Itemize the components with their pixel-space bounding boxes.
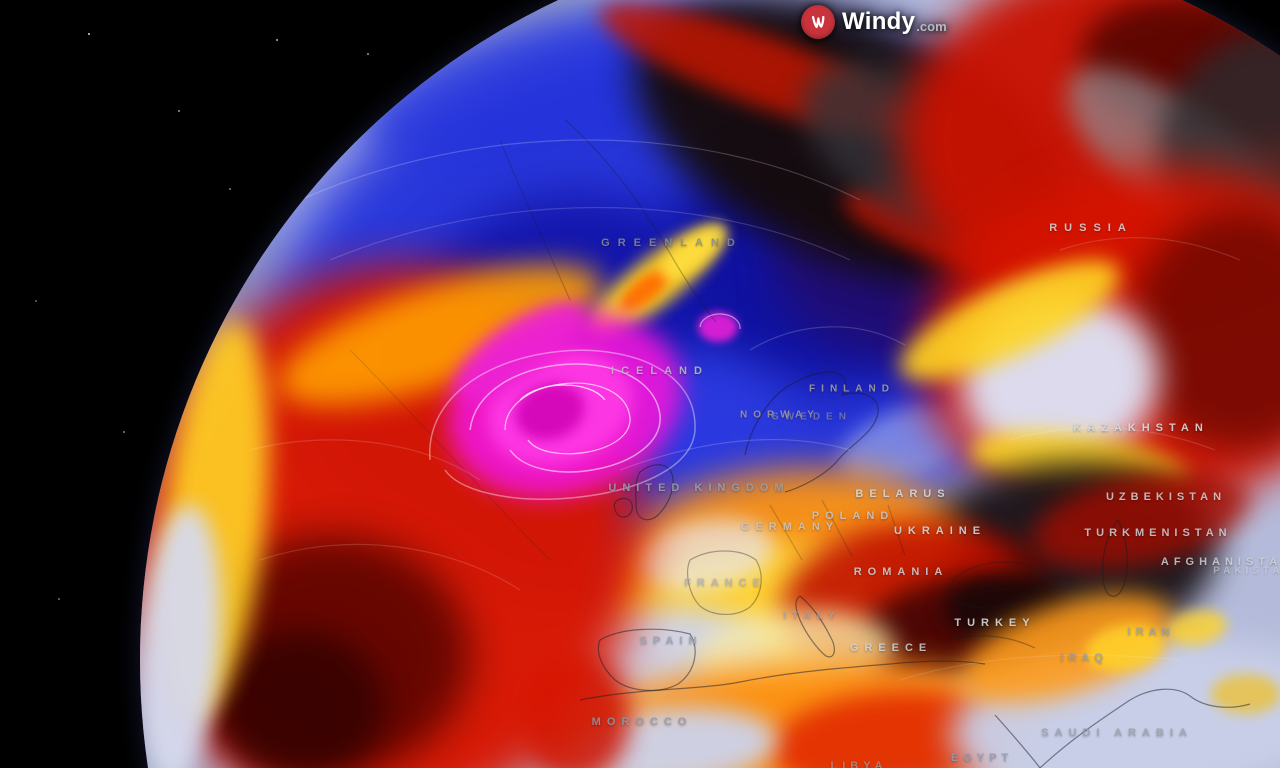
globe[interactable]	[140, 0, 1280, 768]
windy-swirl-icon	[801, 5, 835, 39]
stars	[0, 0, 2, 2]
heat-field	[215, 631, 385, 768]
temperature-anomaly-layer	[140, 0, 1280, 768]
logo-suffix: .com	[916, 18, 947, 34]
logo-text: Windy	[842, 8, 916, 35]
country-borders	[349, 119, 1251, 768]
wind-streamlines	[249, 139, 1241, 681]
windy-logo[interactable]: Windy .com	[801, 3, 947, 41]
